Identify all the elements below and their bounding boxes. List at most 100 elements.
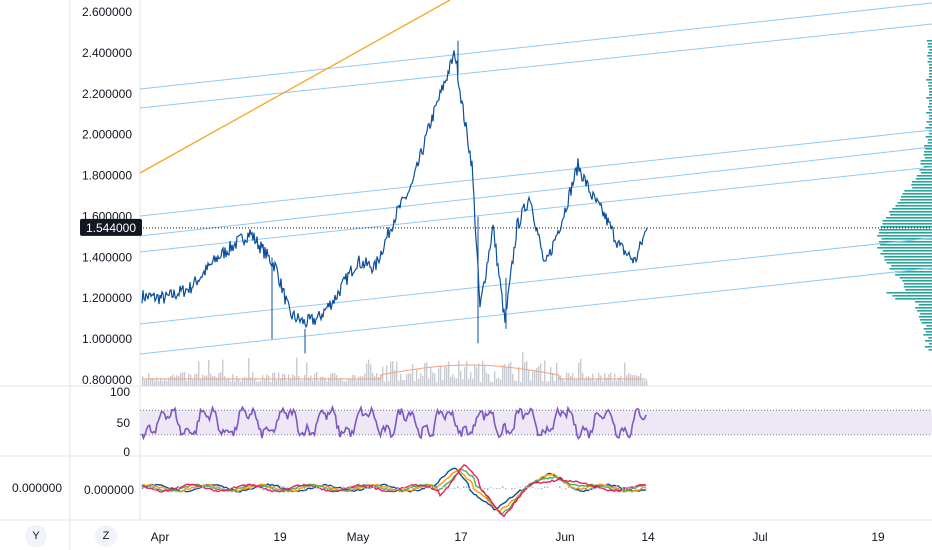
volume-bar [218, 373, 220, 386]
volume-bar [412, 364, 414, 386]
macd-line-0 [141, 467, 647, 511]
profile-bar [928, 85, 932, 87]
profile-bar [929, 103, 932, 105]
volume-bar [582, 373, 584, 386]
volume-bar [506, 367, 508, 386]
macd-hist-bar [319, 486, 321, 488]
macd-hist-bar [598, 488, 600, 489]
macd-hist-bar [499, 488, 501, 490]
volume-bar [148, 373, 150, 386]
volume-bar [402, 380, 404, 386]
profile-bar [911, 181, 932, 183]
profile-bar [929, 118, 932, 120]
volume-bar [562, 379, 564, 386]
volume-bar [328, 377, 330, 386]
macd-hist-bar [415, 488, 417, 491]
time-tick-6: Jul [752, 530, 767, 544]
volume-bar [276, 380, 278, 386]
profile-bar [892, 208, 932, 210]
z-axis-toggle-button[interactable]: Z [95, 525, 117, 547]
rsi-tick-100: 100 [110, 385, 130, 399]
volume-bar [298, 375, 300, 386]
profile-bar [919, 319, 932, 321]
profile-bar [929, 91, 932, 93]
macd-hist-bar [175, 487, 177, 488]
macd-hist-bar [616, 485, 618, 488]
volume-bar [188, 373, 190, 386]
profile-bar [928, 82, 932, 84]
macd-hist-bar [460, 488, 462, 489]
macd-hist-bar [316, 486, 318, 488]
volume-bar [590, 378, 592, 386]
macd-hist-bar [391, 488, 393, 490]
volume-bar [528, 369, 530, 386]
volume-bar [526, 361, 528, 386]
volume-bar [162, 381, 164, 386]
y-axis-toggle-button[interactable]: Y [25, 525, 47, 547]
profile-bar [925, 127, 932, 129]
profile-bar [923, 166, 932, 168]
macd-hist-bar [637, 486, 639, 488]
volume-bar [264, 379, 266, 386]
volume-bar [154, 380, 156, 386]
volume-bar [446, 367, 448, 386]
macd-hist-bar [247, 487, 249, 488]
time-axis: Apr 19 May 17 Jun 14 Jul 19 [151, 530, 885, 544]
trend-line-1 [139, 129, 932, 217]
profile-bar [923, 328, 932, 330]
macd-hist-bar [238, 487, 240, 488]
macd-hist-bar [367, 485, 369, 488]
volume-bar [172, 374, 174, 386]
macd-hist-bar [286, 486, 288, 488]
macd-hist-bar [628, 486, 630, 488]
volume-bar [634, 374, 636, 386]
macd-hist-bar [457, 486, 459, 488]
volume-bar [416, 369, 418, 386]
profile-bar [920, 163, 932, 165]
volume-bar [158, 381, 160, 386]
volume-bar [444, 366, 446, 386]
volume-bar [222, 359, 224, 386]
macd-hist-bar [622, 488, 624, 490]
volume-bars [142, 351, 648, 386]
volume-bar [364, 373, 366, 386]
time-tick-1: 19 [273, 530, 287, 544]
macd-hist-bar [304, 488, 306, 491]
macd-hist-bar [388, 485, 390, 488]
volume-bar [432, 372, 434, 386]
macd-hist-bar [442, 486, 444, 488]
macd-hist-bar [178, 485, 180, 488]
macd-hist-bar [154, 488, 156, 491]
volume-bar [450, 376, 452, 386]
macd-hist-bar [433, 485, 435, 488]
volume-bar [352, 374, 354, 386]
trend-line-3 [139, 166, 932, 253]
volume-bar [342, 380, 344, 386]
profile-bar [927, 139, 932, 141]
price-line [141, 50, 648, 329]
profile-bar [929, 133, 932, 135]
macd-hist-bar [277, 487, 279, 488]
volume-bar [382, 366, 384, 386]
profile-bar [929, 94, 932, 96]
profile-bar [920, 313, 932, 315]
macd-hist-bar [349, 485, 351, 488]
volume-bar [180, 373, 182, 386]
profile-bar [929, 64, 932, 66]
volume-bar [632, 375, 634, 386]
volume-bar [572, 373, 574, 386]
profile-bar [925, 331, 932, 333]
volume-bar [516, 381, 518, 386]
volume-bar [400, 374, 402, 386]
price-tick-3: 2.000000 [82, 128, 132, 142]
profile-bar [884, 256, 932, 258]
volume-bar [532, 371, 534, 386]
profile-bar [926, 97, 932, 99]
macd-left-value: 0.000000 [12, 481, 62, 495]
macd-hist-bar [514, 488, 516, 490]
volume-bar [488, 374, 490, 386]
volume-bar [468, 378, 470, 386]
volume-bar [398, 380, 400, 386]
macd-tick: 0.000000 [84, 483, 134, 497]
profile-bar [925, 136, 932, 138]
